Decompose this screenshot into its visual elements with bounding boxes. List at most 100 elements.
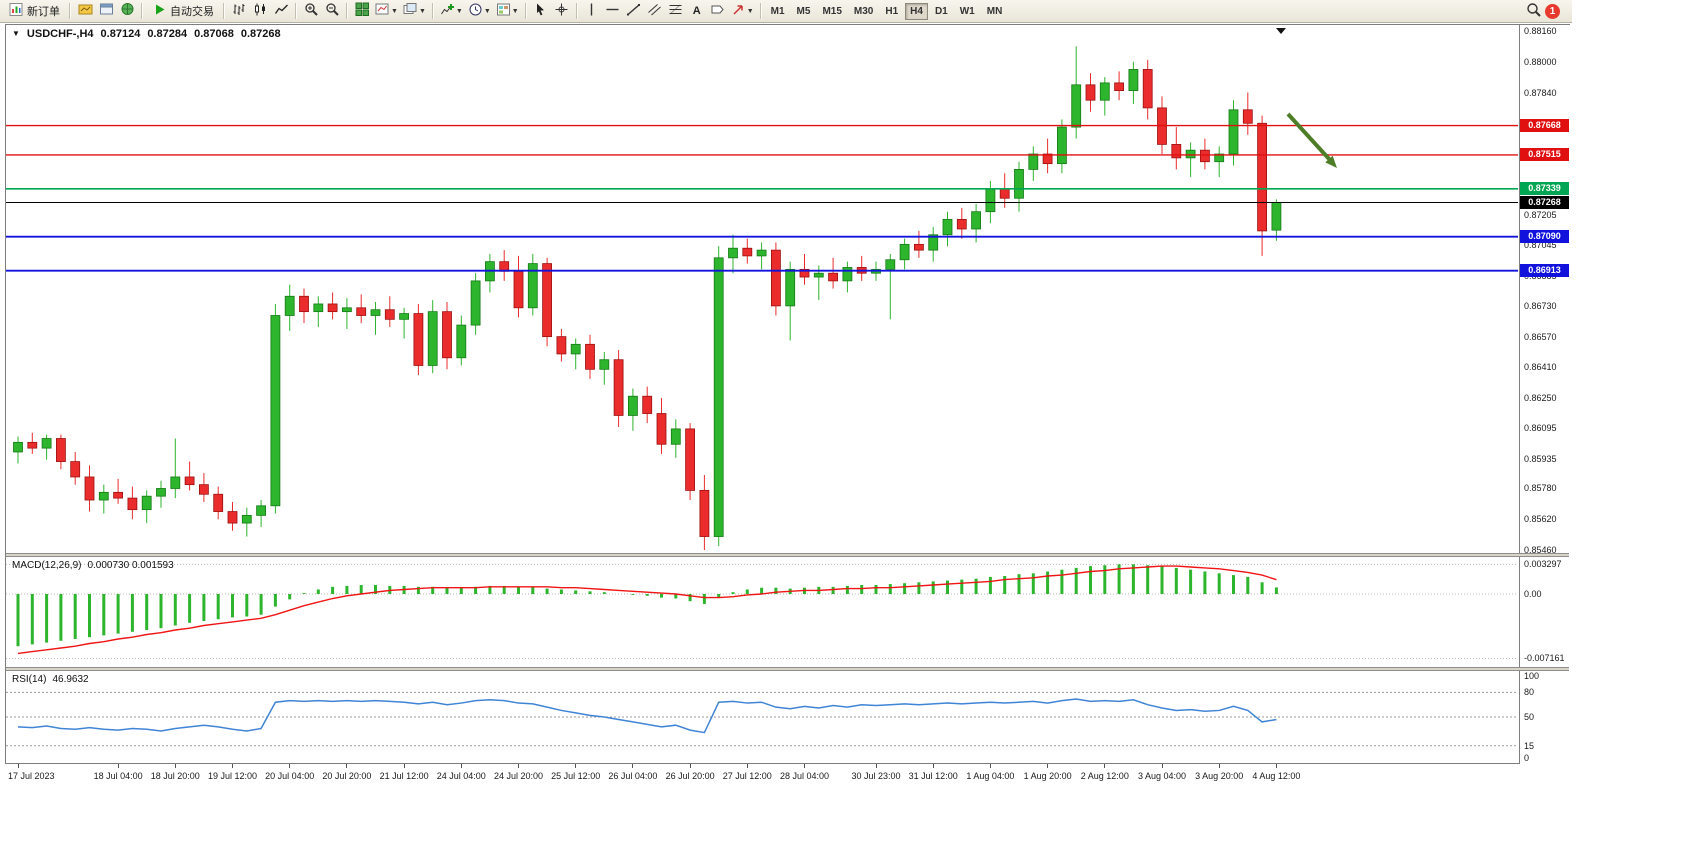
timeframe-D1[interactable]: D1 — [930, 3, 953, 20]
ohlc-close: 0.87268 — [240, 28, 281, 40]
fibonacci-button[interactable] — [666, 2, 686, 21]
macd-values: 0.000730 0.001593 — [87, 560, 174, 571]
price-tag: 0.87268 — [1520, 195, 1569, 209]
price-axis-label: 0.85935 — [1524, 453, 1557, 464]
toolbar-separator — [295, 3, 297, 19]
label-tool-button[interactable] — [708, 2, 728, 21]
macd-axis-label: 0.003297 — [1524, 559, 1562, 570]
navigator-button[interactable] — [117, 2, 137, 21]
templates-button[interactable]: ▼ — [494, 2, 521, 21]
tile-windows-button[interactable] — [352, 2, 372, 21]
macd-panel[interactable] — [6, 557, 1518, 667]
auto-trading-button[interactable]: 自动交易 — [147, 2, 219, 21]
time-axis-tick — [1104, 764, 1106, 768]
crosshair-button[interactable] — [552, 2, 572, 21]
time-axis-tick — [932, 764, 934, 768]
macd-label: MACD(12,26,9) — [12, 560, 82, 571]
label-icon — [710, 2, 725, 20]
new-order-icon — [9, 2, 24, 20]
chart-header: ▼ USDCHF-,H4 0.87124 0.87284 0.87068 0.8… — [12, 28, 281, 40]
price-axis-label: 0.88160 — [1524, 26, 1557, 36]
zoom-out-button[interactable] — [322, 2, 342, 21]
data-window-button[interactable] — [96, 2, 116, 21]
time-axis[interactable]: 17 Jul 2023 18 Jul 04:00 18 Jul 20:00 19 Ju… — [6, 764, 1569, 788]
candlestick-icon — [253, 2, 268, 20]
templates-icon — [496, 2, 511, 20]
notification-badge[interactable]: 1 — [1545, 3, 1560, 19]
trendline-button[interactable] — [624, 2, 644, 21]
toolbar-separator — [575, 3, 578, 19]
chevron-down-icon: ▼ — [391, 7, 398, 15]
symbol-marker-icon[interactable]: ▼ — [12, 29, 20, 38]
time-axis-label: 1 Aug 04:00 — [966, 771, 1015, 781]
time-axis-label: 31 Jul 12:00 — [908, 771, 958, 781]
time-axis-tick — [289, 764, 291, 768]
time-axis-label: 1 Aug 20:00 — [1023, 771, 1072, 781]
time-axis-label: 21 Jul 12:00 — [379, 771, 429, 781]
chevron-down-icon: ▼ — [418, 7, 426, 15]
horizontal-line-button[interactable] — [603, 2, 623, 21]
main-chart[interactable] — [6, 25, 1518, 553]
timeframe-M1[interactable]: M1 — [766, 3, 790, 20]
cursor-button[interactable] — [531, 2, 551, 21]
price-axis-label: 0.86095 — [1524, 422, 1557, 433]
new-chart-button[interactable]: ▼ — [373, 2, 400, 21]
toolbar-separator — [524, 3, 527, 19]
timeframe-H4[interactable]: H4 — [905, 2, 928, 20]
timeframe-group: M1 M5 M15 M30 H1 H4 D1 W1 MN — [766, 2, 1008, 20]
time-axis-label: 4 Aug 12:00 — [1252, 771, 1301, 781]
zoom-in-button[interactable] — [301, 2, 321, 21]
arrows-tool-button[interactable]: ▼ — [729, 2, 756, 21]
time-axis-tick — [174, 764, 176, 768]
rsi-label: RSI(14) — [12, 674, 47, 685]
timeframe-W1[interactable]: W1 — [955, 3, 980, 20]
rsi-axis-label: 100 — [1524, 671, 1540, 681]
vertical-line-button[interactable] — [582, 2, 602, 21]
profiles-button[interactable]: ▼ — [401, 2, 428, 21]
time-axis-label: 27 Jul 12:00 — [722, 771, 772, 781]
time-axis-label: 17 Jul 2023 — [8, 771, 55, 781]
time-axis-tick — [689, 764, 691, 768]
channel-button[interactable] — [645, 2, 665, 21]
periods-button[interactable]: ▼ — [466, 2, 493, 21]
time-axis-tick — [17, 764, 19, 768]
new-order-button[interactable]: 新订单 — [4, 2, 65, 21]
toolbar-separator — [346, 3, 348, 19]
timeframe-M15[interactable]: M15 — [817, 3, 846, 20]
price-tag: 0.87090 — [1520, 230, 1569, 244]
zoom-out-icon — [325, 2, 340, 20]
time-axis-tick — [460, 764, 462, 768]
panel-splitter[interactable] — [6, 553, 1569, 557]
text-tool-label: A — [692, 5, 701, 17]
tile-windows-icon — [355, 2, 370, 20]
candlestick-chart-button[interactable] — [250, 2, 270, 21]
time-axis-label: 3 Aug 20:00 — [1195, 771, 1244, 781]
time-axis-tick — [1047, 764, 1049, 768]
price-axis-label: 0.86410 — [1524, 362, 1557, 373]
time-axis-label: 24 Jul 04:00 — [436, 771, 486, 781]
timeframe-M30[interactable]: M30 — [849, 3, 878, 20]
profiles-icon — [403, 2, 418, 20]
timeframe-MN[interactable]: MN — [982, 3, 1008, 20]
price-axis-label: 0.87205 — [1524, 209, 1557, 220]
indicators-button[interactable]: ▼ — [438, 2, 465, 21]
rsi-panel[interactable] — [6, 671, 1518, 763]
search-button[interactable] — [1524, 2, 1544, 21]
price-axis-label: 0.85780 — [1524, 483, 1557, 494]
price-axis[interactable]: 0.881600.880000.878400.872050.870450.868… — [1519, 25, 1570, 764]
panel-splitter[interactable] — [6, 667, 1569, 671]
charts-icon — [78, 2, 93, 20]
line-chart-button[interactable] — [271, 2, 291, 21]
arrow-icon — [731, 2, 746, 20]
timeframe-M5[interactable]: M5 — [792, 3, 816, 20]
toolbar-separator — [141, 3, 143, 19]
charts-button[interactable] — [75, 2, 95, 21]
bar-chart-button[interactable] — [229, 2, 249, 21]
time-axis-label: 24 Jul 20:00 — [493, 771, 544, 781]
price-axis-label: 0.85460 — [1524, 545, 1557, 555]
text-tool-button[interactable]: A — [687, 2, 707, 21]
timeframe-H1[interactable]: H1 — [880, 3, 903, 20]
chevron-down-icon: ▼ — [746, 7, 754, 15]
time-axis-tick — [518, 764, 519, 768]
